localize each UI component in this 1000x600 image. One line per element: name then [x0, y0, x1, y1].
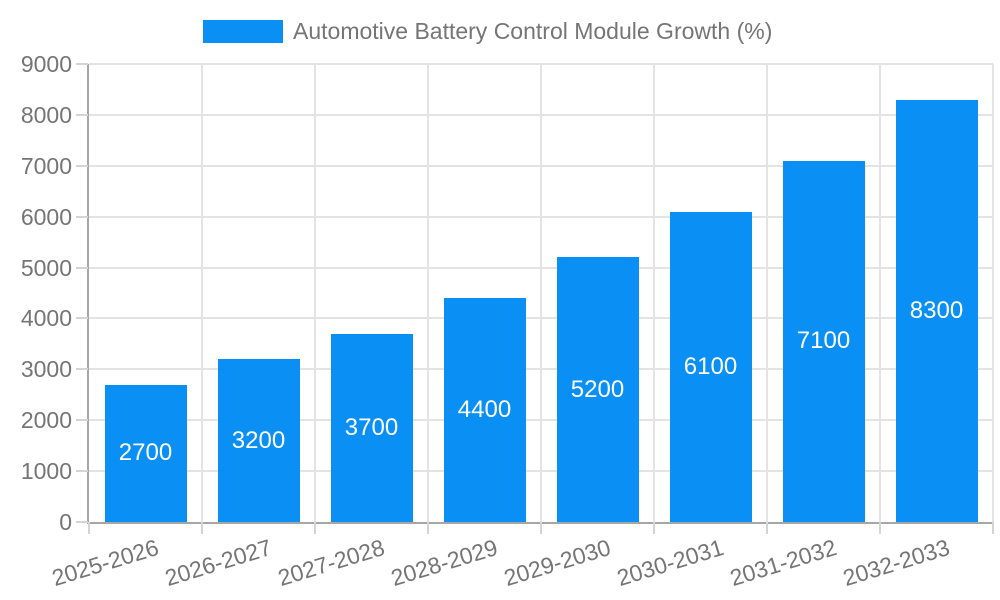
y-tick-label: 4000: [20, 305, 72, 332]
v-gridline: [201, 64, 203, 522]
x-tick-label: 2028-2029: [387, 534, 501, 592]
y-axis-tick: [76, 266, 88, 269]
bar-2030-2031: 6100: [669, 211, 752, 522]
bar-value-label: 4400: [457, 396, 512, 424]
x-axis-tick: [992, 522, 994, 534]
bar-2026-2027: 3200: [217, 359, 300, 522]
x-tick-label: 2032-2033: [839, 534, 953, 592]
y-axis-tick: [76, 63, 88, 65]
bar-2027-2028: 3700: [330, 333, 413, 522]
bar-2032-2033: 8300: [895, 99, 978, 522]
bar-value-label: 2700: [118, 439, 173, 467]
bar-value-label: 7100: [796, 327, 851, 355]
y-axis-tick: [76, 113, 88, 116]
plot-area: 2700 3200 3700 4400 5200 6100 7100 8300: [76, 63, 994, 534]
x-axis-tick: [766, 522, 768, 534]
y-axis-tick: [76, 368, 88, 371]
x-axis-tick: [879, 522, 881, 534]
x-axis-tick: [88, 522, 90, 534]
y-tick-label: 3000: [20, 356, 72, 383]
x-tick-label: 2025-2026: [48, 534, 162, 592]
v-gridline: [766, 64, 768, 522]
y-tick-label: 9000: [20, 51, 72, 77]
legend-swatch[interactable]: [203, 20, 283, 43]
y-tick-label: 2000: [20, 407, 72, 434]
bar-2031-2032: 7100: [782, 160, 865, 522]
chart-legend: Automotive Battery Control Module Growth…: [0, 0, 1000, 56]
y-axis-tick: [76, 419, 88, 422]
y-tick-label: 6000: [20, 203, 72, 230]
y-tick-label: 0: [59, 509, 72, 535]
y-axis-tick: [76, 164, 88, 167]
y-tick-label: 5000: [20, 254, 72, 281]
x-axis-tick: [314, 522, 316, 534]
v-gridline: [427, 64, 429, 522]
bar-2028-2029: 4400: [443, 298, 526, 522]
x-tick-label: 2027-2028: [274, 534, 388, 592]
bar-value-label: 3200: [231, 426, 286, 454]
x-tick-label: 2029-2030: [500, 534, 614, 592]
v-gridline: [540, 64, 542, 522]
legend-label[interactable]: Automotive Battery Control Module Growth…: [293, 18, 773, 44]
x-tick-label: 2026-2027: [161, 534, 275, 592]
bar-2029-2030: 5200: [556, 257, 639, 522]
bar-value-label: 3700: [344, 413, 399, 441]
x-axis-tick: [653, 522, 655, 534]
bar-value-label: 6100: [683, 352, 738, 380]
x-axis-tick: [540, 522, 542, 534]
bar-value-label: 5200: [570, 375, 625, 403]
x-axis-tick: [201, 522, 203, 534]
x-axis-tick: [427, 522, 429, 534]
v-gridline: [314, 64, 316, 522]
y-axis-tick: [76, 215, 88, 218]
y-tick-label: 7000: [20, 152, 72, 179]
y-axis-tick: [76, 521, 88, 523]
bar-2025-2026: 2700: [104, 384, 187, 522]
v-gridline: [653, 64, 655, 522]
v-gridline: [879, 64, 881, 522]
bar-value-label: 8300: [909, 296, 964, 324]
x-tick-label: 2031-2032: [726, 534, 840, 592]
y-tick-label: 1000: [20, 458, 72, 485]
y-tick-label: 8000: [20, 101, 72, 128]
v-gridline: [992, 64, 994, 522]
y-axis-tick: [76, 470, 88, 473]
x-tick-label: 2030-2031: [613, 534, 727, 592]
y-axis-tick: [76, 317, 88, 320]
